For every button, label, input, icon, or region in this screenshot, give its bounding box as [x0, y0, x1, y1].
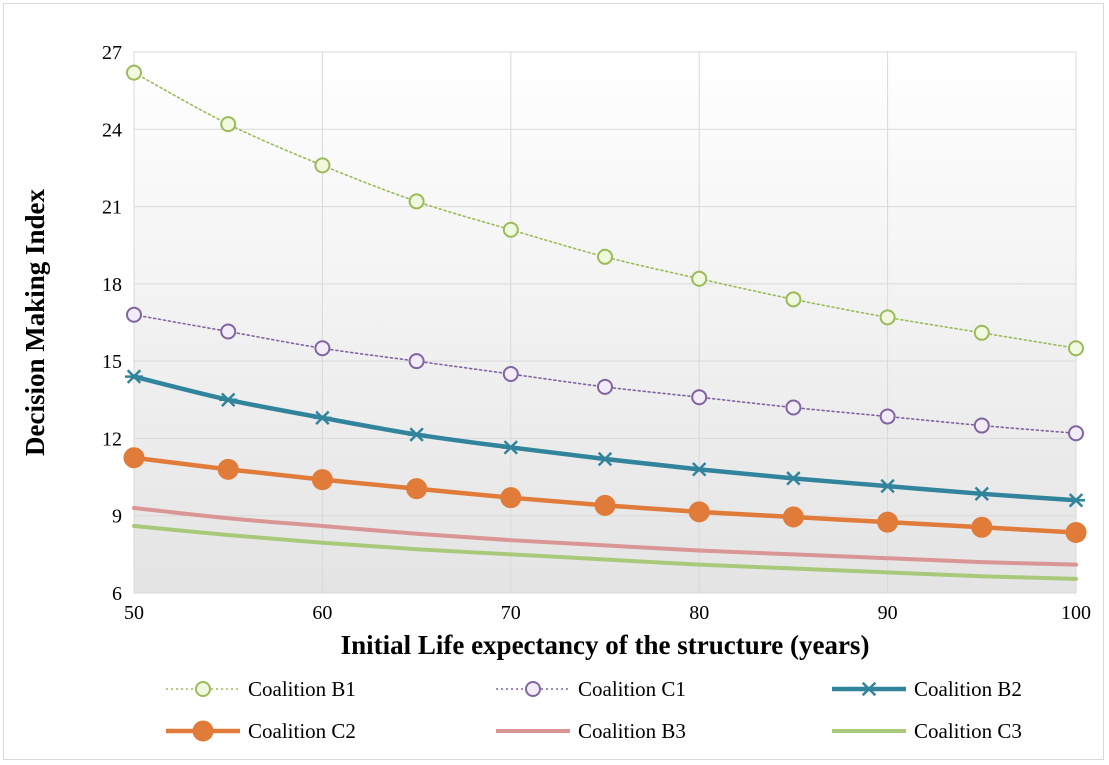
data-point [408, 193, 425, 210]
y-tick-label: 15 [102, 351, 122, 373]
data-point [217, 458, 239, 480]
data-point [782, 506, 804, 528]
data-point [688, 501, 710, 523]
x-axis-title: Initial Life expectancy of the structure… [341, 630, 870, 660]
data-point [314, 340, 331, 357]
legend-marker [195, 681, 211, 697]
series-coalition-b3 [132, 505, 1078, 567]
data-point [408, 353, 425, 370]
x-tick-label: 90 [878, 602, 898, 624]
legend-item: Coalition C1 [496, 677, 686, 701]
legend-item: Coalition B3 [496, 719, 686, 743]
data-point [502, 221, 519, 238]
data-point [596, 451, 614, 467]
data-point [1065, 521, 1087, 543]
data-point [971, 516, 993, 538]
data-point [500, 487, 522, 509]
data-point [784, 471, 803, 486]
data-point [597, 378, 613, 395]
data-point [690, 462, 709, 477]
data-point [220, 116, 237, 133]
data-point [973, 417, 990, 434]
data-point [1068, 425, 1084, 442]
legend: Coalition B1 Coalition C1 Coalition B2 Coal… [166, 677, 1022, 743]
legend-label: Coalition B2 [914, 677, 1022, 701]
x-tick-label: 50 [124, 602, 144, 624]
legend-label: Coalition B1 [248, 677, 356, 701]
legend-item: Coalition C2 [166, 719, 356, 743]
x-tick-label: 70 [501, 602, 521, 624]
series-layer [123, 64, 1087, 581]
data-point [219, 392, 238, 407]
data-point [220, 323, 237, 340]
legend-marker [525, 681, 541, 697]
data-point [1068, 340, 1084, 357]
y-tick-label: 24 [102, 119, 122, 141]
data-point [406, 478, 428, 500]
data-point [502, 366, 519, 383]
legend-item: Coalition C3 [832, 719, 1022, 743]
series-coalition-c3 [132, 524, 1078, 581]
data-point [691, 389, 708, 406]
data-point [879, 309, 896, 326]
legend-label: Coalition C3 [914, 719, 1022, 743]
legend-label: Coalition B3 [578, 719, 686, 743]
data-point [973, 324, 990, 341]
data-point [594, 494, 616, 516]
y-tick-label: 6 [112, 583, 122, 605]
data-point [691, 270, 708, 287]
data-point [501, 440, 520, 455]
tick-labels: 6 9 12 15 18 21 24 27 50 60 70 80 90 100 [102, 42, 1091, 624]
series-coalition-b2 [125, 369, 1085, 508]
y-tick-label: 21 [102, 197, 122, 219]
x-tick-label: 60 [312, 602, 332, 624]
data-point [125, 369, 143, 384]
data-point [407, 427, 426, 442]
line-chart: 6 9 12 15 18 21 24 27 50 60 70 80 90 100 Initial Life… [20, 42, 1091, 743]
data-point [972, 486, 991, 502]
series-line [132, 505, 1078, 567]
legend-marker [192, 720, 214, 742]
data-point [123, 447, 145, 469]
series-coalition-c2 [123, 447, 1087, 543]
legend-item: Coalition B1 [166, 677, 356, 701]
data-point [311, 469, 333, 491]
series-coalition-c1 [126, 306, 1084, 442]
y-tick-label: 12 [102, 428, 122, 450]
data-point [126, 306, 142, 323]
x-tick-label: 100 [1061, 602, 1091, 624]
data-point [785, 399, 802, 416]
y-tick-label: 27 [102, 42, 122, 64]
series-line [132, 524, 1078, 581]
data-point [877, 511, 899, 533]
series-coalition-b1 [126, 64, 1084, 357]
y-tick-label: 18 [102, 274, 122, 296]
y-tick-label: 9 [112, 506, 122, 528]
legend-label: Coalition C2 [248, 719, 356, 743]
data-point [785, 291, 802, 308]
chart-frame: 6 9 12 15 18 21 24 27 50 60 70 80 90 100 Initial Life… [3, 3, 1104, 760]
data-point [126, 64, 142, 81]
data-point [1067, 493, 1085, 508]
data-point [314, 157, 331, 174]
legend-item: Coalition B2 [832, 677, 1022, 701]
y-axis-title: Decision Making Index [20, 188, 50, 456]
data-point [879, 408, 896, 425]
data-point [597, 248, 613, 265]
x-tick-label: 80 [689, 602, 709, 624]
data-point [878, 478, 897, 494]
legend-marker [860, 681, 878, 697]
legend-label: Coalition C1 [578, 677, 686, 701]
data-point [313, 410, 332, 426]
